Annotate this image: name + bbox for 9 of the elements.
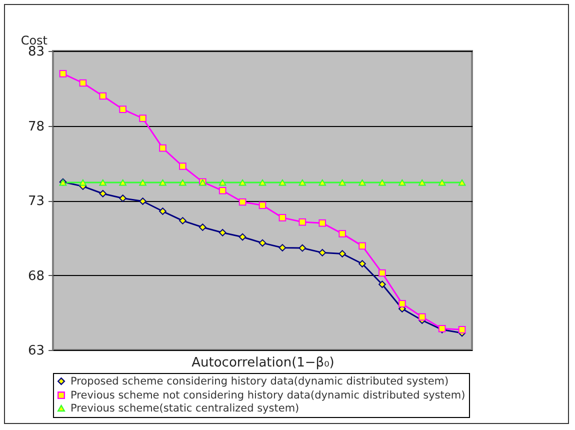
x-axis-title: Autocorrelation(1−β₀) (192, 356, 334, 370)
legend-label: Previous scheme not considering history data(dynamic distributed system) (70, 389, 466, 402)
legend-label: Proposed scheme considering history data(dynamic distributed system) (70, 375, 449, 388)
y-tick-label: 83 (28, 44, 44, 60)
legend-label: Previous scheme(static centralized system) (70, 402, 300, 414)
y-tick-label: 73 (28, 194, 44, 209)
y-tick-label: 68 (28, 268, 44, 284)
y-tick-label: 63 (28, 344, 44, 358)
y-tick-label: 78 (28, 119, 44, 134)
